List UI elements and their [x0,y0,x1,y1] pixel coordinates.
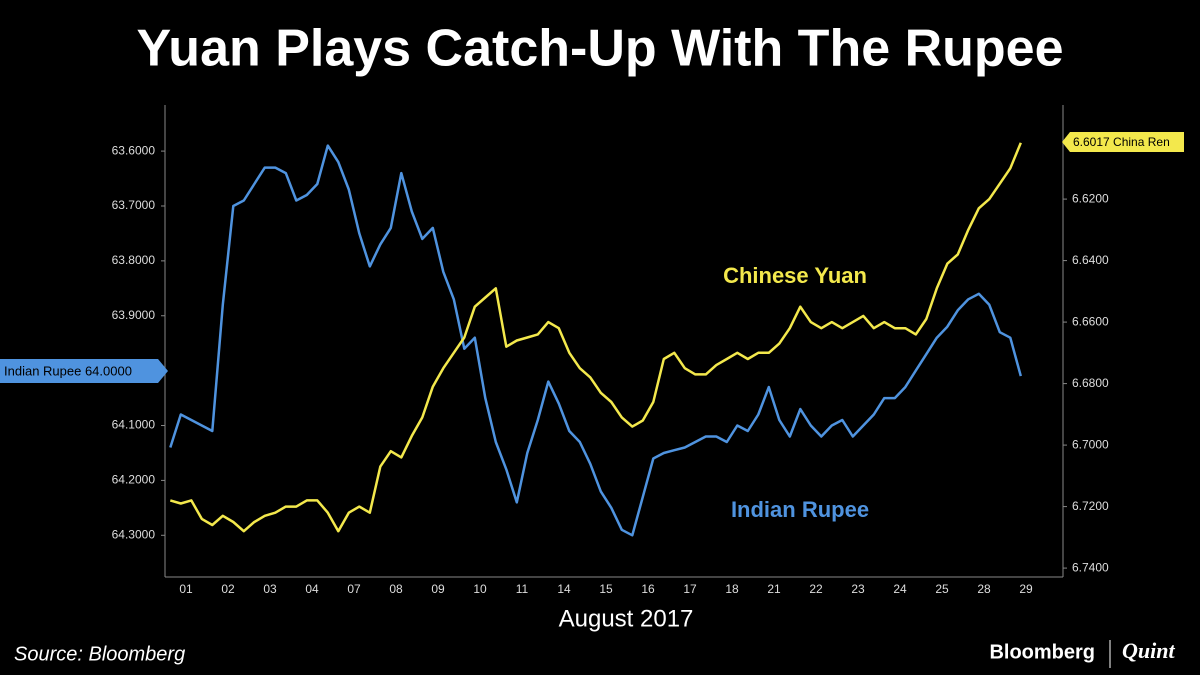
y2-tick-label: 6.6400 [1072,253,1109,267]
x-tick-label: 15 [599,582,613,596]
y2-tick-label: 6.6600 [1072,314,1109,328]
x-tick-label: 07 [347,582,361,596]
x-tick-label: 23 [851,582,865,596]
plot: 63.6000 63.7000 63.8000 63.9000 64.1000 64.20… [112,142,1109,596]
source: Source: Bloomberg [14,643,185,665]
y-tick-label: 63.9000 [112,308,156,322]
y-tick-label: 63.7000 [112,198,156,212]
x-axis-label: August 2017 [559,605,694,632]
y-tick-label: 64.3000 [112,527,156,541]
x-tick-label: 17 [683,582,697,596]
x-tick-label: 18 [725,582,739,596]
y2-tick-label: 6.7400 [1072,560,1109,574]
y2-tick-label: 6.6200 [1072,191,1109,205]
y2-tick-label: 6.6800 [1072,376,1109,390]
x-tick-label: 01 [179,582,193,596]
brand: Bloomberg [989,641,1095,663]
x-tick-label: 08 [389,582,403,596]
x-tick-label: 14 [557,582,571,596]
x-tick-label: 02 [221,582,235,596]
x-tick-label: 21 [767,582,781,596]
series-line [169,142,1022,533]
tag [0,359,168,383]
y-tick-label: 64.2000 [112,473,156,487]
x-tick-label: 22 [809,582,823,596]
y2-tick-label: 6.7000 [1072,437,1109,451]
x-tick-label: 10 [473,582,487,596]
x-tick-label: 24 [893,582,907,596]
tag-label: Indian Rupee 64.0000 [4,363,132,378]
y-tick-label: 64.1000 [112,418,156,432]
x-tick-label: 11 [516,582,529,596]
y-tick-label: 63.8000 [112,253,156,267]
tag [1062,132,1184,152]
brand: Quint [1122,638,1175,663]
x-tick-label: 16 [641,582,655,596]
tag-label: 6.6017 China Ren [1073,135,1170,149]
x-tick-label: 29 [1019,582,1033,596]
x-tick-label: 25 [935,582,949,596]
x-tick-label: 28 [977,582,991,596]
annotation: Chinese Yuan [723,263,867,288]
x-tick-label: 09 [431,582,445,596]
x-tick-label: 03 [263,582,277,596]
series-line [169,144,1023,537]
y-tick-label: 63.6000 [112,143,156,157]
annotation: Indian Rupee [731,497,869,522]
chart-title: Yuan Plays Catch-Up With The Rupee [136,20,1063,78]
x-tick-label: 04 [305,582,319,596]
y2-tick-label: 6.7200 [1072,499,1109,513]
